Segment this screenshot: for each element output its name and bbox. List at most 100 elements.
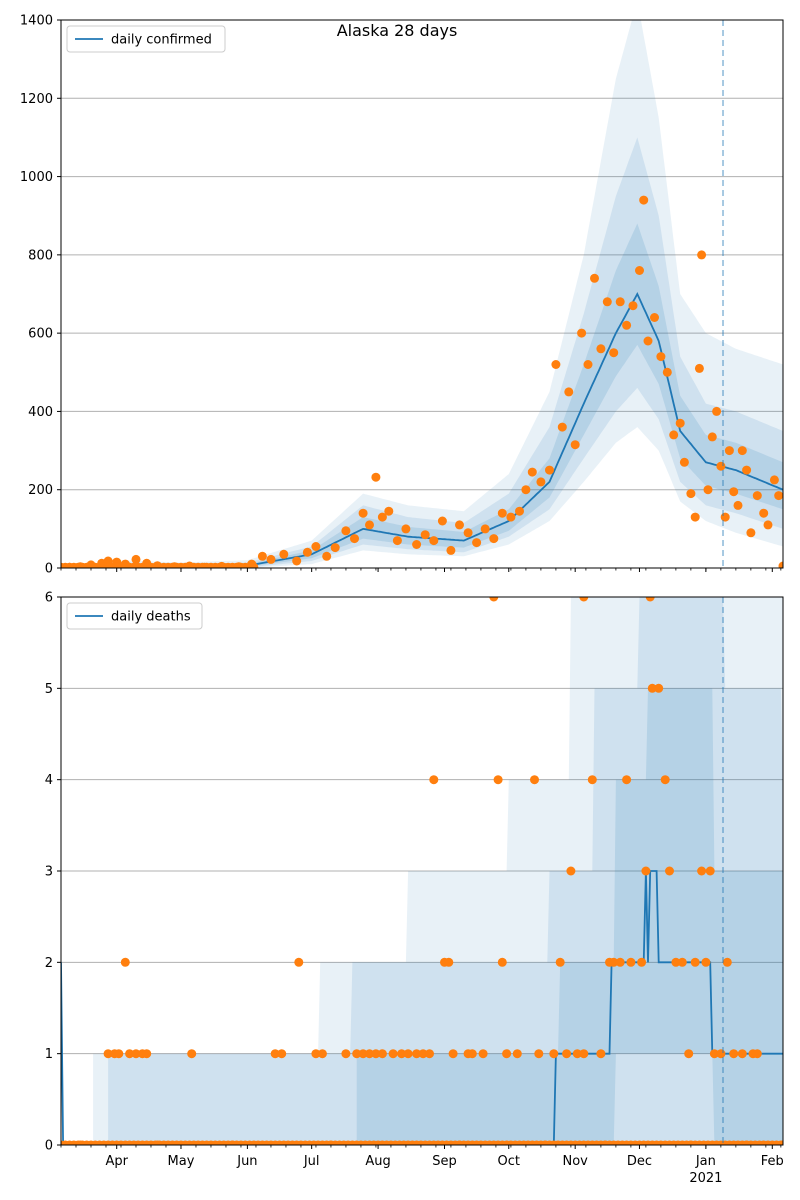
data-point [703, 485, 713, 495]
data-point [752, 491, 762, 501]
data-point [615, 957, 625, 967]
plot-frame [60, 19, 784, 569]
legend: daily confirmed [66, 25, 226, 53]
data-point [330, 543, 340, 553]
data-point [425, 1049, 434, 1059]
data-point [120, 957, 130, 967]
data-point [759, 508, 769, 518]
data-point [641, 866, 651, 876]
data-point [716, 461, 726, 471]
data-point [512, 1049, 522, 1059]
data-point [270, 1049, 280, 1059]
confirmed-panel: 0 200 400 600 800 1000 1200 1400 daily confirmed [20, 14, 784, 577]
x-tick-label: Jul [303, 1154, 320, 1169]
data-point [564, 387, 574, 397]
y-tick-label: 1000 [20, 170, 53, 185]
data-point [392, 536, 402, 546]
data-point [187, 1049, 197, 1059]
y-tick-label: 4 [45, 773, 53, 788]
data-point [677, 957, 687, 967]
data-point [609, 348, 619, 358]
data-point [530, 775, 539, 785]
data-point [572, 1049, 582, 1059]
data-point [671, 957, 681, 967]
data-point [579, 1049, 589, 1059]
x-tick-label: Feb [761, 1154, 784, 1169]
data-point [365, 520, 374, 530]
data-point [463, 528, 473, 538]
data-point [769, 475, 779, 485]
data-point [540, 1140, 550, 1145]
data-point [506, 512, 516, 522]
data-point [722, 957, 732, 967]
x-tick-label: Sep [432, 1154, 457, 1169]
y-tick-label: 0 [45, 562, 53, 577]
legend-box [66, 602, 203, 630]
data-point [650, 313, 659, 322]
data-point [697, 866, 707, 876]
uncertainty-band [61, 223, 783, 568]
data-point [686, 489, 696, 499]
legend-box [66, 25, 226, 53]
data-point [551, 360, 561, 369]
uncertainty-band [61, 137, 783, 568]
data-point [643, 336, 653, 346]
data-point [472, 538, 482, 548]
data-point [412, 1049, 422, 1059]
data-point [444, 957, 454, 967]
chart-title: Alaska 28 days [337, 21, 458, 40]
legend-label: daily deaths [111, 610, 191, 625]
data-point [662, 367, 672, 377]
data-point [596, 1049, 606, 1059]
data-point [733, 500, 743, 510]
data-point [388, 1049, 398, 1059]
data-point [555, 957, 565, 967]
data-point [724, 446, 734, 456]
data-point [131, 1049, 141, 1059]
data-point [257, 551, 267, 561]
data-point [536, 477, 546, 487]
data-point [684, 1049, 694, 1059]
y-tick-label: 600 [28, 327, 53, 342]
data-point [75, 1140, 85, 1145]
data-point [455, 520, 464, 530]
data-point [429, 775, 439, 785]
data-point [227, 1140, 237, 1145]
data-point [694, 363, 704, 373]
data-point [596, 344, 606, 354]
y-tick-label: 5 [45, 682, 53, 697]
data-point [502, 1049, 512, 1059]
data-point [602, 297, 612, 307]
data-point [622, 775, 632, 785]
data-point [626, 957, 636, 967]
year-label: 2021 [689, 1171, 722, 1186]
x-tick-label: Dec [627, 1154, 652, 1169]
x-tick-label: Oct [498, 1154, 520, 1169]
data-point [277, 1049, 287, 1059]
data-point [497, 957, 507, 967]
data-point [489, 597, 499, 602]
data-point [527, 467, 537, 477]
uncertainty-band [108, 597, 783, 1145]
data-point [660, 775, 670, 785]
data-point [570, 440, 580, 450]
deaths-panel: 0 1 2 3 4 5 6 Apr May Jun Jul Aug Sep Oct Nov Dec Jan 202… [45, 591, 784, 1187]
data-point [656, 352, 666, 362]
plot-area [61, 20, 783, 568]
data-point [322, 551, 332, 561]
data-point [645, 597, 655, 602]
data-point [716, 1049, 726, 1059]
data-point [600, 1140, 610, 1145]
data-point [545, 465, 554, 475]
uncertainty-band [356, 688, 783, 1145]
data-point [446, 545, 456, 555]
y-tick-label: 1 [45, 1047, 53, 1062]
data-point [384, 506, 394, 516]
y-tick-label: 6 [45, 591, 53, 606]
y-tick-label: 400 [28, 405, 53, 420]
x-tick-label: May [168, 1154, 195, 1169]
data-point [705, 866, 715, 876]
data-point [675, 418, 685, 428]
y-tick-label: 1400 [20, 14, 53, 29]
